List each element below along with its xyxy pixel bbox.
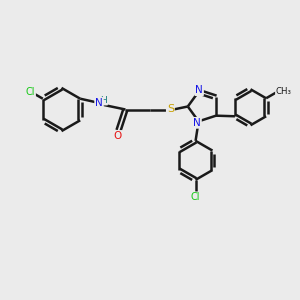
Text: N: N <box>193 118 201 128</box>
Text: CH₃: CH₃ <box>276 87 292 96</box>
Text: H: H <box>100 96 107 105</box>
Text: N: N <box>95 98 103 108</box>
Text: N: N <box>195 85 203 95</box>
Text: Cl: Cl <box>191 192 200 202</box>
Text: S: S <box>167 104 174 115</box>
Text: O: O <box>114 131 122 141</box>
Text: Cl: Cl <box>26 87 35 98</box>
